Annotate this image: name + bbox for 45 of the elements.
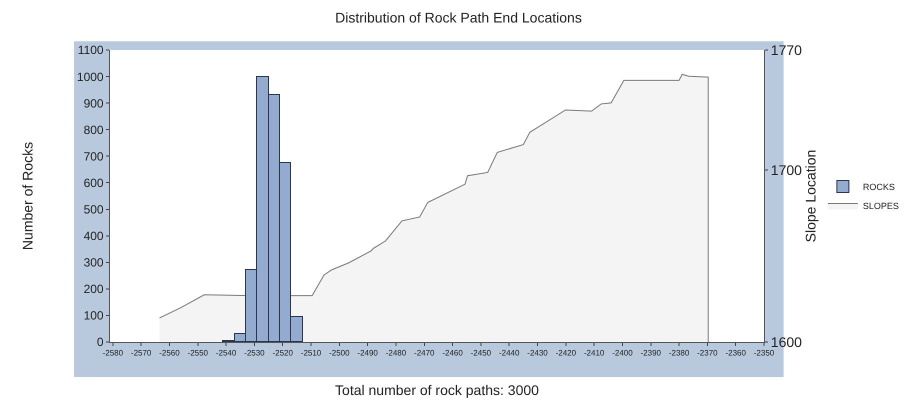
chart-title: Distribution of Rock Path End Locations — [335, 9, 582, 26]
x-tick-label: -2470 — [414, 348, 436, 358]
x-tick-label: -2480 — [386, 348, 407, 358]
y2-tick-label: 1770 — [770, 42, 802, 58]
x-tick-label: -2350 — [754, 348, 775, 358]
y2-tick-label: 1700 — [770, 162, 802, 178]
legend-label: ROCKS — [862, 182, 895, 192]
x-tick-label: -2530 — [244, 348, 266, 358]
y-axis-title: Number of Rocks — [19, 142, 36, 250]
x-tick-label: -2400 — [612, 348, 634, 358]
y-tick-label: 800 — [84, 122, 104, 137]
x-tick-label: -2580 — [102, 348, 124, 358]
x-tick-label: -2550 — [188, 348, 209, 358]
y2-tick-label: 1600 — [770, 334, 802, 350]
y-tick-label: 400 — [84, 229, 104, 244]
x-tick-label: -2360 — [725, 348, 746, 358]
y-tick-label: 900 — [84, 96, 104, 110]
y-tick-label: 300 — [84, 256, 104, 270]
x-tick-label: -2540 — [216, 348, 237, 358]
x-tick-label: -2560 — [159, 348, 180, 358]
x-tick-label: -2460 — [442, 348, 464, 358]
x-tick-label: -2370 — [697, 348, 718, 358]
x-tick-label: -2490 — [357, 348, 378, 358]
y-tick-label: 100 — [84, 308, 104, 323]
y-tick-label: 200 — [84, 282, 104, 296]
x-tick-label: -2420 — [556, 348, 577, 358]
x-tick-label: -2500 — [329, 348, 350, 358]
x-tick-label: -2570 — [130, 348, 152, 358]
x-tick-label: -2430 — [527, 348, 548, 358]
x-tick-label: -2520 — [272, 348, 294, 358]
legend-label: SLOPES — [862, 201, 899, 212]
y-tick-label: 500 — [84, 202, 104, 216]
y2-axis-title: Slope Location — [802, 150, 818, 242]
x-tick-label: -2410 — [584, 348, 605, 358]
y-tick-label: 1000 — [76, 70, 104, 84]
x-tick-label: -2440 — [498, 348, 520, 358]
y-tick-label: 1100 — [78, 43, 104, 58]
x-tick-label: -2380 — [668, 348, 690, 358]
x-axis-title: Total number of rock paths: 3000 — [335, 382, 540, 398]
y-tick-label: 700 — [84, 149, 104, 164]
y-tick-label: 600 — [84, 176, 104, 190]
x-tick-label: -2510 — [300, 348, 322, 358]
x-tick-label: -2390 — [640, 348, 662, 358]
y-tick-label: 0 — [96, 335, 104, 350]
x-tick-label: -2450 — [470, 348, 492, 358]
